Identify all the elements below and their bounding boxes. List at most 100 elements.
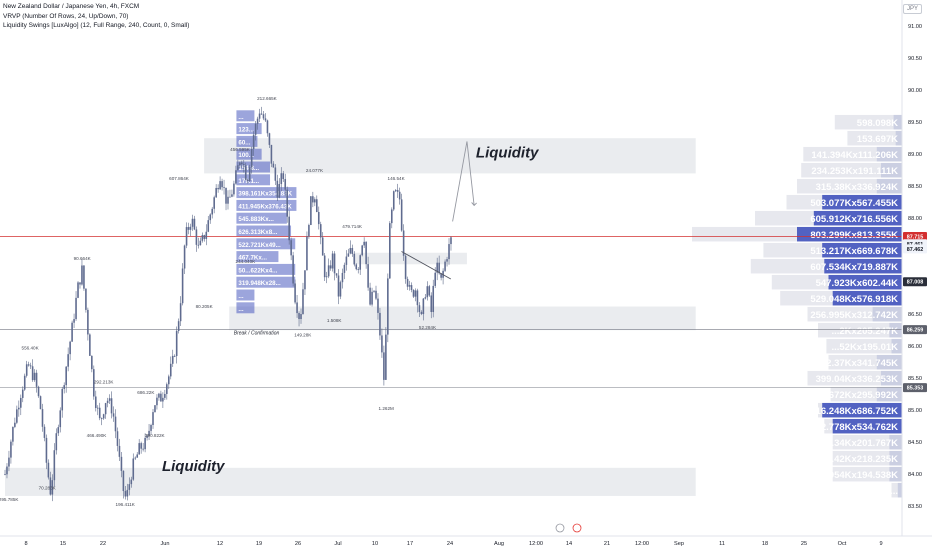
volume-row-label: 598.098K	[857, 118, 898, 129]
candle-body	[96, 407, 99, 409]
candle-body	[61, 388, 64, 411]
candle-body	[323, 255, 326, 278]
candle-body	[154, 405, 156, 413]
time-tick-label: 19	[256, 541, 262, 547]
candle-body	[361, 245, 363, 256]
price-tag-background	[903, 244, 927, 254]
liquidity-zone	[229, 306, 696, 331]
event-icon[interactable]	[555, 523, 565, 533]
time-tick-label: 21	[604, 541, 610, 547]
volume-row-label: 217.954Kx194.538K	[810, 470, 898, 481]
price-tick-label: 91.00	[908, 24, 922, 30]
candle-body	[418, 305, 421, 312]
candle-body	[396, 190, 399, 192]
liquidity-annotation: Liquidity	[476, 144, 539, 161]
volume-row-label: ...52Kx195.01K	[831, 342, 898, 353]
candle-body	[33, 372, 36, 381]
candle-body	[227, 196, 229, 204]
price-tag-label: 87.008	[907, 280, 924, 286]
volume-row-left	[236, 187, 297, 199]
candle-body	[108, 398, 111, 401]
candle-body	[387, 278, 389, 335]
volume-row-left	[236, 251, 279, 263]
candle-body	[43, 426, 46, 438]
swing-volume-label: 146.54K	[388, 176, 406, 181]
candle-body	[85, 288, 87, 310]
price-tick-label: 88.50	[908, 184, 922, 190]
swing-volume-label: 70.283K	[39, 486, 57, 491]
projection-path	[452, 141, 475, 222]
volume-row-label: 503.077Kx567.455K	[810, 198, 898, 209]
candle-body	[187, 227, 190, 230]
candle-body	[244, 165, 247, 180]
currency-badge[interactable]: JPY	[902, 4, 922, 14]
volume-row-left-label: 411.945Kx376.43K	[238, 203, 292, 210]
drawings	[401, 141, 477, 280]
candle-body	[120, 456, 123, 471]
candle-body	[53, 450, 56, 481]
candle-body	[205, 231, 208, 239]
candle-body	[347, 253, 350, 257]
swing-volume-label: 607.864K	[169, 176, 190, 181]
indicator-vrvp-label[interactable]: VRVP (Number Of Rows, 24, Up/Down, 70)	[3, 13, 129, 20]
volume-row-left	[236, 123, 262, 135]
timeline-icons[interactable]	[555, 523, 582, 533]
swing-volume-label: 24.077K	[306, 168, 324, 173]
volume-row-down	[807, 370, 902, 386]
candle-body	[203, 235, 206, 239]
volume-row-left	[236, 225, 292, 237]
time-axis[interactable]: 8 15 22 Jun 12 19 26 Jul 10 17 24 Aug 12:00 14 21 12:00…	[0, 535, 932, 547]
candle-body	[144, 437, 146, 450]
candle-body	[385, 334, 387, 380]
price-tag-label: 87.462	[907, 247, 924, 253]
candle-body	[195, 229, 198, 245]
candle-body	[175, 330, 178, 357]
price-tick-label: 88.00	[908, 216, 922, 222]
candle-body	[233, 183, 235, 195]
volume-row-down	[832, 450, 902, 466]
price-tick-label: 89.00	[908, 152, 922, 158]
candle-body	[317, 211, 320, 225]
candle-body	[302, 289, 304, 315]
candle-body	[37, 386, 40, 397]
candle-body	[258, 113, 261, 119]
candle-body	[353, 253, 356, 265]
candle-body	[199, 240, 202, 246]
candle-body	[288, 216, 290, 241]
volume-row-left-label: 123...	[238, 127, 254, 134]
candle-body	[126, 489, 129, 497]
candle-body	[138, 443, 140, 455]
candle-body	[229, 196, 231, 198]
candle-body	[160, 393, 162, 402]
candle-body	[65, 366, 67, 386]
volume-profile-right: 598.098K 153.697K 141.394Kx111.206K 234.253…	[692, 114, 902, 498]
price-axis[interactable]: 83.50 84.00 84.50 85.00 85.50 86.00 86.50 87.00…	[901, 0, 932, 550]
candle-body	[179, 303, 182, 322]
candle-body	[381, 335, 383, 353]
volume-row-left-label: 179.1...	[238, 178, 259, 185]
candle-body	[130, 479, 133, 485]
candle-body	[110, 398, 113, 414]
indicator-liquidity-label[interactable]: Liquidity Swings [LuxAlgo] (12, Full Ran…	[3, 22, 190, 29]
candle-body	[300, 314, 302, 320]
candle-body	[420, 311, 423, 315]
alert-icon[interactable]	[572, 523, 582, 533]
candle-body	[339, 282, 342, 297]
candle-body	[276, 180, 279, 198]
candle-body	[294, 283, 296, 303]
time-tick-label: Jun	[160, 541, 169, 547]
candle-body	[221, 181, 223, 188]
volume-row-left	[236, 276, 296, 288]
volume-row-left	[236, 263, 296, 275]
candle-body	[357, 269, 360, 270]
volume-row-up	[889, 450, 902, 466]
candle-body	[337, 275, 340, 297]
candle-body	[156, 397, 158, 406]
volume-row-left-label: 100...	[238, 152, 254, 159]
candle-body	[400, 199, 403, 231]
candle-body	[25, 364, 28, 376]
candle-body	[27, 364, 30, 366]
volume-row-up	[897, 482, 902, 498]
